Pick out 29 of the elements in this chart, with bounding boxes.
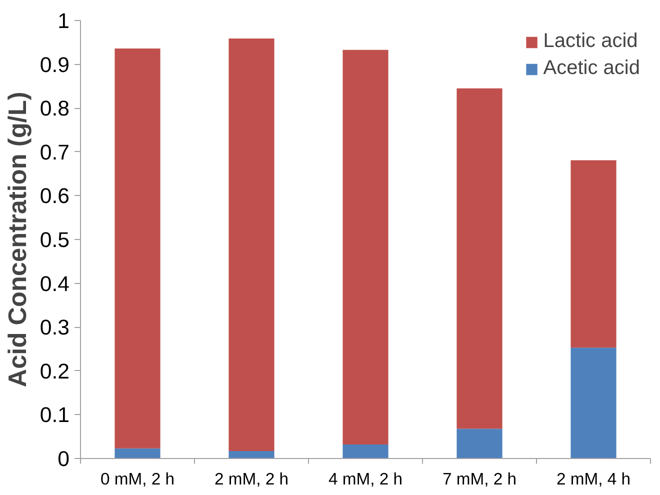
y-tick-label: 0.8 bbox=[40, 96, 70, 121]
bar bbox=[228, 38, 274, 452]
bar bbox=[456, 428, 502, 458]
bar bbox=[342, 50, 388, 444]
y-tick-label: 1 bbox=[58, 9, 70, 33]
x-tick-label: 2 mM, 4 h bbox=[556, 470, 631, 488]
bar bbox=[342, 444, 388, 458]
y-tick-label: 0.9 bbox=[40, 52, 70, 77]
bar bbox=[456, 88, 502, 429]
x-tick-label: 2 mM, 2 h bbox=[214, 470, 289, 488]
x-tick-label: 4 mM, 2 h bbox=[328, 470, 403, 488]
legend-label: Acetic acid bbox=[543, 57, 640, 80]
y-tick-label: 0.7 bbox=[40, 140, 70, 164]
y-tick-label: 0.4 bbox=[40, 272, 70, 296]
y-tick-label: 0.3 bbox=[40, 316, 70, 340]
x-tick-label: 7 mM, 2 h bbox=[442, 470, 517, 488]
y-tick-label: 0 bbox=[58, 447, 70, 471]
y-tick-label: 0.2 bbox=[40, 359, 70, 384]
x-tick-label: 0 mM, 2 h bbox=[100, 470, 175, 488]
y-tick-label: 0.6 bbox=[40, 184, 70, 208]
bar bbox=[228, 451, 274, 458]
bar bbox=[114, 48, 160, 448]
bar bbox=[570, 348, 616, 458]
y-axis-title: Acid Concentration (g/L) bbox=[4, 92, 32, 388]
legend-label: Lactic acid bbox=[543, 30, 638, 53]
bar bbox=[114, 448, 160, 458]
y-tick-label: 0.5 bbox=[40, 228, 70, 252]
y-tick-label: 0.1 bbox=[40, 403, 70, 428]
bar bbox=[570, 160, 616, 348]
